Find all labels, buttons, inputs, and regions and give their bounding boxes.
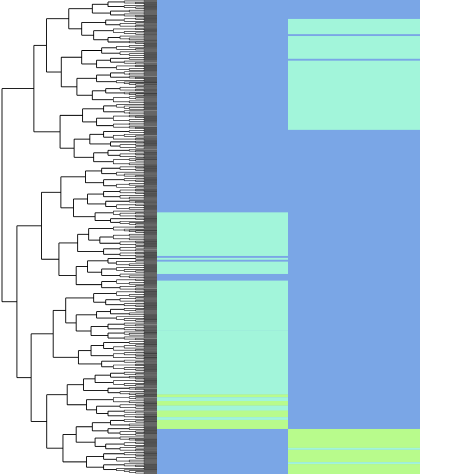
heatmap-cell-col1-seg8 <box>157 280 288 331</box>
heatmap-cell-col2-seg12 <box>288 464 420 474</box>
heatmap-cell-col2-seg2 <box>288 18 420 35</box>
heatmap-cell-col2-seg9 <box>288 447 420 450</box>
heatmap-cell-col2-seg10 <box>288 449 420 463</box>
heatmap-cell-col1-seg15 <box>157 417 288 420</box>
heatmap-cell-col2-seg6 <box>288 60 420 130</box>
heatmap-cell-col1-seg16 <box>157 419 288 429</box>
heatmap-cell-col2-seg8 <box>288 428 420 448</box>
heatmap-cell-col1-seg2 <box>157 212 288 256</box>
heatmap-cell-col1-seg13 <box>157 405 288 411</box>
heatmap-cell-col1-seg14 <box>157 410 288 418</box>
heatmap-cell-col1-seg6 <box>157 261 288 274</box>
heatmap-cell-col1-seg11 <box>157 397 288 401</box>
heatmap-cell-col1-seg9 <box>157 330 288 395</box>
heatmap-cell-col2-seg4 <box>288 36 420 59</box>
row-dendrogram <box>1 0 157 474</box>
heatmap-cell-col1-seg4 <box>157 257 288 260</box>
heatmap-cell-col1-seg10 <box>157 394 288 398</box>
heatmap-cells <box>157 0 420 474</box>
heatmap-cell-col1-seg12 <box>157 401 288 406</box>
heatmap-cell-col2-seg11 <box>288 462 420 465</box>
